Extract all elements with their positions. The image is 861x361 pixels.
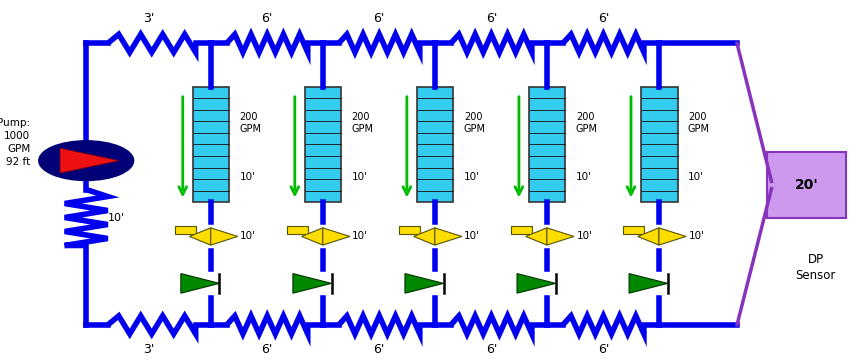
Text: 6': 6' xyxy=(597,12,609,25)
Text: 10': 10' xyxy=(464,231,480,242)
FancyBboxPatch shape xyxy=(623,226,643,234)
Text: 10': 10' xyxy=(575,172,592,182)
Text: 3': 3' xyxy=(143,343,154,356)
Polygon shape xyxy=(301,228,322,245)
Text: Pump:
1000
GPM
92 ft: Pump: 1000 GPM 92 ft xyxy=(0,118,30,168)
FancyBboxPatch shape xyxy=(305,87,341,202)
Text: 10': 10' xyxy=(108,213,125,222)
Polygon shape xyxy=(60,148,118,173)
Polygon shape xyxy=(413,228,434,245)
Polygon shape xyxy=(181,274,220,293)
Text: 10': 10' xyxy=(352,231,368,242)
Text: 6': 6' xyxy=(261,343,273,356)
Text: 20': 20' xyxy=(794,178,818,192)
Text: 6': 6' xyxy=(373,343,385,356)
Text: 10': 10' xyxy=(351,172,368,182)
Text: DP
Sensor: DP Sensor xyxy=(795,253,834,282)
Text: 10': 10' xyxy=(576,231,592,242)
Circle shape xyxy=(39,141,133,180)
Text: 10': 10' xyxy=(463,172,480,182)
Polygon shape xyxy=(525,228,546,245)
Text: 10': 10' xyxy=(687,172,703,182)
FancyBboxPatch shape xyxy=(193,87,229,202)
Polygon shape xyxy=(517,274,555,293)
FancyBboxPatch shape xyxy=(287,226,307,234)
FancyBboxPatch shape xyxy=(641,87,677,202)
Polygon shape xyxy=(210,228,238,245)
Text: 6': 6' xyxy=(485,343,497,356)
Polygon shape xyxy=(405,274,443,293)
FancyBboxPatch shape xyxy=(417,87,453,202)
FancyBboxPatch shape xyxy=(399,226,419,234)
Polygon shape xyxy=(629,274,667,293)
Polygon shape xyxy=(637,228,658,245)
Text: 200
GPM: 200 GPM xyxy=(687,112,709,134)
Text: 200
GPM: 200 GPM xyxy=(351,112,374,134)
Text: 10': 10' xyxy=(239,172,256,182)
Text: 10': 10' xyxy=(688,231,703,242)
Text: 200
GPM: 200 GPM xyxy=(239,112,262,134)
Text: 3': 3' xyxy=(143,12,154,25)
Text: 6': 6' xyxy=(261,12,273,25)
Text: 6': 6' xyxy=(597,343,609,356)
Polygon shape xyxy=(434,228,461,245)
Polygon shape xyxy=(658,228,685,245)
Polygon shape xyxy=(322,228,350,245)
Polygon shape xyxy=(189,228,210,245)
Polygon shape xyxy=(293,274,331,293)
FancyBboxPatch shape xyxy=(766,152,846,218)
Text: 200
GPM: 200 GPM xyxy=(575,112,598,134)
Text: 6': 6' xyxy=(485,12,497,25)
Text: 200
GPM: 200 GPM xyxy=(463,112,486,134)
FancyBboxPatch shape xyxy=(175,226,195,234)
Polygon shape xyxy=(546,228,573,245)
FancyBboxPatch shape xyxy=(511,226,531,234)
Text: 6': 6' xyxy=(373,12,385,25)
FancyBboxPatch shape xyxy=(529,87,565,202)
Text: 10': 10' xyxy=(240,231,256,242)
